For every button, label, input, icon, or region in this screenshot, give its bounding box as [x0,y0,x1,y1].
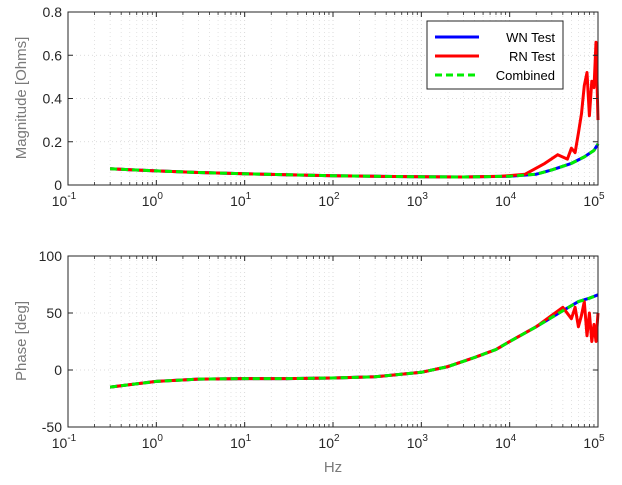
y-axis-label: Magnitude [Ohms] [13,37,30,160]
x-tick-base: 10 [142,435,158,451]
x-tick-base: 10 [318,193,334,209]
y-tick-label: 0.4 [43,91,63,107]
x-tick-exponent: 4 [511,433,517,444]
x-tick-label: 105 [583,433,605,451]
x-tick-label: 100 [142,191,164,209]
x-tick-exponent: 2 [334,433,340,444]
x-tick-label: 103 [407,191,429,209]
x-tick-exponent: 3 [422,433,428,444]
series-line-combined [110,143,600,179]
x-tick-label: 104 [495,433,517,451]
chart-panel-1: 10-1 100 101 102 103 104 10500.20.40.60.8Magni… [13,4,605,209]
series-group [110,40,600,179]
x-tick-label: 102 [318,191,340,209]
x-tick-exponent: 5 [599,433,605,444]
x-tick-exponent: 0 [157,433,163,444]
x-axis-label: Hz [324,459,342,476]
x-tick-base: 10 [142,193,158,209]
x-tick-exponent: 1 [246,433,252,444]
x-tick-label: 103 [407,433,429,451]
series-group [109,293,600,389]
x-tick-exponent: 4 [511,191,517,202]
x-tick-base: 10 [230,193,246,209]
legend-label: RN Test [509,49,555,64]
x-tick-exponent: -1 [67,433,76,444]
x-tick-exponent: 1 [246,191,252,202]
x-tick-base: 10 [318,435,334,451]
x-tick-label: 102 [318,433,340,451]
y-tick-label: 0.8 [43,4,63,20]
y-tick-label: 0 [54,177,62,193]
x-tick-base: 10 [495,435,511,451]
plot-area [68,256,598,427]
x-tick-label: 101 [230,433,252,451]
y-tick-label: 0 [54,362,62,378]
legend-label: WN Test [506,30,555,45]
y-tick-label: 0.6 [43,47,63,63]
x-tick-base: 10 [52,435,68,451]
y-tick-label: 0.2 [43,134,63,150]
x-tick-exponent: 2 [334,191,340,202]
y-tick-label: 50 [46,305,62,321]
x-tick-label: 100 [142,433,164,451]
x-tick-base: 10 [495,193,511,209]
x-tick-exponent: 0 [157,191,163,202]
legend-label: Combined [496,68,555,83]
x-tick-label: 105 [583,191,605,209]
x-tick-exponent: -1 [67,191,76,202]
x-tick-base: 10 [407,435,423,451]
series-line-combined [109,293,599,389]
x-tick-base: 10 [52,193,68,209]
legend-box [426,20,564,90]
x-tick-label: 10-1 [52,191,77,209]
x-tick-base: 10 [230,435,246,451]
y-tick-label: 100 [39,248,63,264]
x-tick-label: 104 [495,191,517,209]
x-tick-exponent: 5 [599,191,605,202]
x-tick-base: 10 [583,193,599,209]
y-tick-label: -50 [42,419,62,435]
x-tick-exponent: 3 [422,191,428,202]
legend: WN Test RN Test Combined [426,20,564,90]
x-tick-base: 10 [583,435,599,451]
x-tick-label: 101 [230,191,252,209]
y-axis-label: Phase [deg] [13,301,30,381]
x-tick-label: 10-1 [52,433,77,451]
x-tick-base: 10 [407,193,423,209]
